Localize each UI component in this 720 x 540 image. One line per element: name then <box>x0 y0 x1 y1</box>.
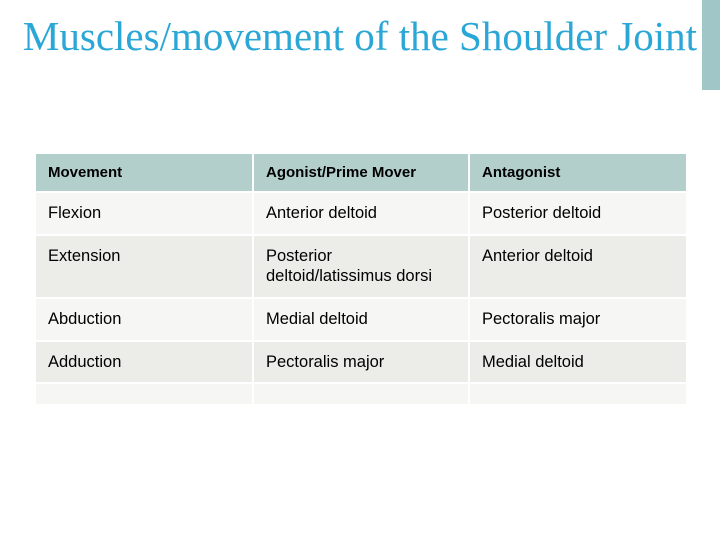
cell-empty <box>469 383 687 405</box>
cell-agonist: Pectoralis major <box>253 341 469 384</box>
slide: Muscles/movement of the Shoulder Joint M… <box>0 0 720 540</box>
table-row: Flexion Anterior deltoid Posterior delto… <box>35 192 687 235</box>
cell-agonist: Anterior deltoid <box>253 192 469 235</box>
cell-movement: Flexion <box>35 192 253 235</box>
cell-empty <box>35 383 253 405</box>
table-row-empty <box>35 383 687 405</box>
cell-movement: Adduction <box>35 341 253 384</box>
cell-empty <box>253 383 469 405</box>
cell-antagonist: Medial deltoid <box>469 341 687 384</box>
slide-title: Muscles/movement of the Shoulder Joint <box>0 14 720 58</box>
shoulder-movements-table: Movement Agonist/Prime Mover Antagonist … <box>34 152 688 406</box>
table-row: Extension Posterior deltoid/latissimus d… <box>35 235 687 298</box>
cell-agonist: Posterior deltoid/latissimus dorsi <box>253 235 469 298</box>
table-row: Adduction Pectoralis major Medial deltoi… <box>35 341 687 384</box>
cell-antagonist: Pectoralis major <box>469 298 687 341</box>
col-header-antagonist: Antagonist <box>469 153 687 192</box>
cell-movement: Abduction <box>35 298 253 341</box>
table-header-row: Movement Agonist/Prime Mover Antagonist <box>35 153 687 192</box>
cell-antagonist: Posterior deltoid <box>469 192 687 235</box>
col-header-agonist: Agonist/Prime Mover <box>253 153 469 192</box>
col-header-movement: Movement <box>35 153 253 192</box>
table-container: Movement Agonist/Prime Mover Antagonist … <box>34 152 686 406</box>
cell-movement: Extension <box>35 235 253 298</box>
cell-agonist: Medial deltoid <box>253 298 469 341</box>
cell-antagonist: Anterior deltoid <box>469 235 687 298</box>
table-row: Abduction Medial deltoid Pectoralis majo… <box>35 298 687 341</box>
